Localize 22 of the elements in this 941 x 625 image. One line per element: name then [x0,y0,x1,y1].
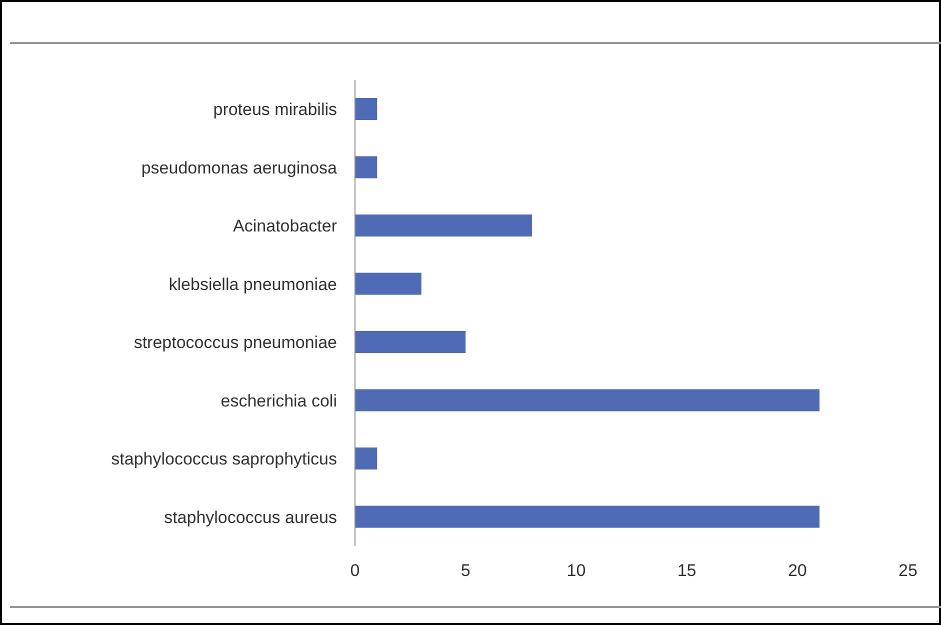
bar [355,214,532,236]
y-tick-label: Acinatobacter [233,216,338,236]
y-tick-label: staphylococcus saprophyticus [111,450,337,469]
y-tick-label: proteus mirabilis [213,100,337,120]
bar [355,156,378,178]
bar [355,331,466,353]
y-tick-label: staphylococcus aureus [164,508,337,527]
y-tick-label: streptococcus pneumoniae [134,333,337,352]
x-tick-label: 15 [677,561,696,580]
bar [355,98,378,120]
bar [355,389,820,412]
x-tick-label: 10 [566,561,586,580]
x-tick-label: 0 [350,561,360,580]
x-tick-label: 20 [788,561,807,580]
y-tick-label: escherichia coli [220,391,337,410]
bar [355,448,378,470]
x-tick-label: 5 [460,561,470,580]
bar [355,272,422,295]
y-tick-label: pseudomonas aeruginosa [141,158,338,178]
y-tick-label: klebsiella pneumoniae [168,274,337,294]
x-tick-label: 25 [898,561,918,580]
bar [355,506,820,528]
